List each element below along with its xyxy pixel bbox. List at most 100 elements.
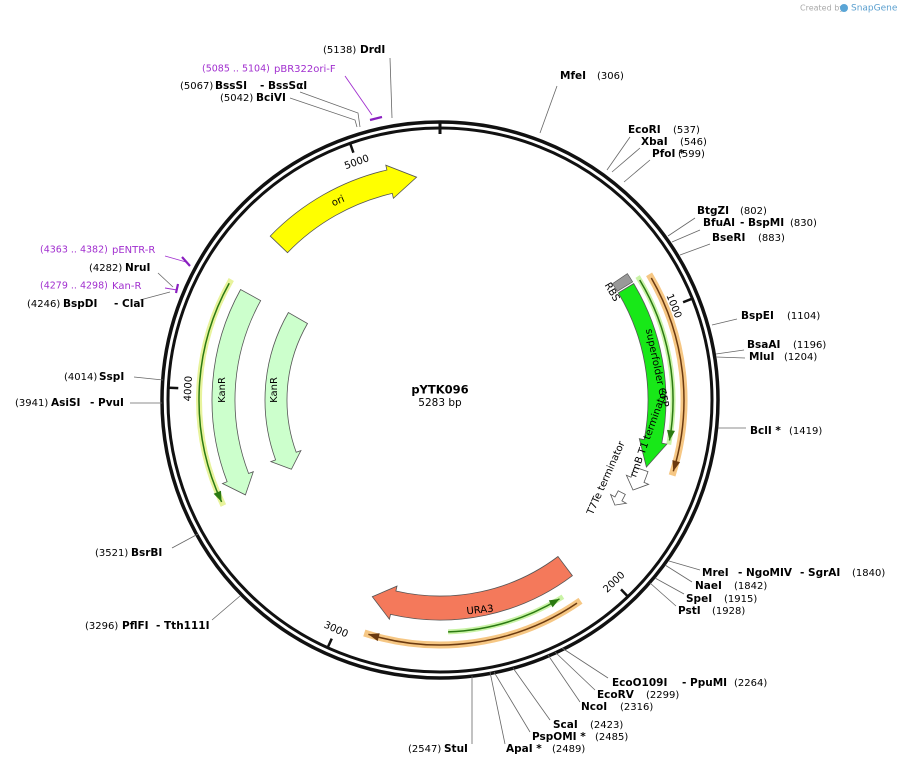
enzyme-name: BssSI <box>215 80 247 92</box>
cut-site-leader <box>139 291 171 301</box>
enzyme-name: - Tth111I <box>156 620 210 632</box>
feature-band <box>650 277 685 472</box>
cut-site-leader <box>171 533 199 549</box>
logo-icon <box>840 4 848 12</box>
enzyme-position: (1915) <box>724 594 757 605</box>
cut-site-leader <box>606 136 631 171</box>
primer-leader <box>164 255 187 263</box>
direction-head <box>548 598 560 608</box>
primer-leader <box>164 287 178 291</box>
enzyme-position: (1842) <box>734 581 767 592</box>
cut-site-leader <box>623 159 651 183</box>
primer-mark <box>369 115 383 122</box>
direction-head <box>672 460 681 472</box>
cut-site-leader <box>512 667 551 721</box>
enzyme-name: NcoI <box>581 701 607 713</box>
enzyme-position: (1419) <box>789 426 822 437</box>
enzyme-name: BfuAI <box>703 217 735 229</box>
enzyme-name: - BssSαI <box>260 80 307 92</box>
created-by: Created by <box>800 4 844 13</box>
brand: SnapGene <box>851 4 898 14</box>
plasmid-name: pYTK096 <box>411 383 468 397</box>
tick-mark <box>349 143 355 154</box>
direction-head <box>213 490 222 502</box>
enzyme-position: (5042) <box>220 93 253 104</box>
cut-site-leader <box>133 376 164 381</box>
enzyme-position: (1204) <box>784 352 817 363</box>
enzyme-name: MluI <box>749 351 774 363</box>
enzyme-name: - BspMI <box>740 217 784 229</box>
enzyme-name: EcoRV <box>597 689 635 701</box>
cut-site-leader <box>711 318 738 326</box>
enzyme-name: - ClaI <box>114 298 144 310</box>
enzyme-position: (3521) <box>95 548 128 559</box>
enzyme-position: (4014) <box>64 372 97 383</box>
cut-site-leader <box>561 647 609 679</box>
feature-arrow <box>264 311 309 470</box>
enzyme-name: PflFI <box>122 620 149 632</box>
feature-label: T7Te terminator <box>585 439 628 518</box>
enzyme-name: XbaI <box>641 136 668 148</box>
cut-site-leader <box>649 582 677 607</box>
cut-site-leader <box>671 229 701 243</box>
enzyme-name: ScaI <box>553 719 578 731</box>
enzyme-name: PstI <box>678 605 701 617</box>
enzyme-name: BspDI <box>63 298 97 310</box>
enzyme-name: EcoRI <box>628 124 661 136</box>
direction-head <box>667 429 675 441</box>
enzyme-position: (1840) <box>852 568 885 579</box>
enzyme-name: BsaAI <box>747 339 780 351</box>
enzyme-position: (2485) <box>595 732 628 743</box>
tick-label: 3000 <box>322 620 350 641</box>
enzyme-name: - PpuMI <box>682 677 727 689</box>
cut-site-leader <box>611 147 641 173</box>
direction-head <box>368 633 380 642</box>
enzyme-name: BclI * <box>750 425 781 437</box>
cut-site-leader <box>715 349 745 355</box>
enzyme-name: BseRI <box>712 232 745 244</box>
cut-site-leader <box>211 595 241 621</box>
cut-site-leader <box>668 560 701 571</box>
cut-site-leader <box>289 97 358 128</box>
feature-band <box>448 598 560 633</box>
enzyme-position: (306) <box>597 71 624 82</box>
enzyme-name: PspOMI * <box>532 731 586 743</box>
enzyme-position: (883) <box>758 233 785 244</box>
enzyme-name: DrdI <box>360 44 385 56</box>
tick-mark <box>326 638 333 648</box>
enzyme-position: (1104) <box>787 311 820 322</box>
cut-site-leader <box>667 217 696 237</box>
primer-mark <box>181 256 191 267</box>
cut-site-leader <box>664 564 693 583</box>
enzyme-position: (4246) <box>27 299 60 310</box>
enzyme-position: (5067) <box>180 81 213 92</box>
feature-band <box>639 279 674 441</box>
enzyme-name: SspI <box>99 371 124 383</box>
primer-leader <box>344 75 373 116</box>
cut-site-leader <box>489 671 506 745</box>
enzyme-position: (3296) <box>85 621 118 632</box>
enzyme-name: PfoI * <box>652 148 685 160</box>
features <box>196 164 688 649</box>
feature-label: KanR <box>217 377 228 403</box>
enzyme-name: BciVI <box>256 92 286 104</box>
primer-range: (5085 .. 5104) <box>202 64 270 75</box>
enzyme-name: - NgoMIV <box>738 567 793 579</box>
cut-site-leader <box>493 671 531 733</box>
cut-site-leader <box>389 57 393 119</box>
enzyme-position: (830) <box>790 218 817 229</box>
feature-label: KanR <box>269 377 280 403</box>
enzyme-position: (2547) <box>408 744 441 755</box>
enzyme-position: (2299) <box>646 690 679 701</box>
enzyme-name: - SgrAI <box>800 567 840 579</box>
cut-site-leader <box>157 272 174 288</box>
terminator <box>625 466 650 491</box>
enzyme-name: BsrBI <box>131 547 162 559</box>
enzyme-position: (2423) <box>590 720 623 731</box>
cut-site-leader <box>299 91 361 128</box>
enzyme-name: NaeI <box>695 580 722 592</box>
enzyme-name: EcoO109I <box>612 677 667 689</box>
cut-site-leader <box>679 243 711 256</box>
feature-arrow <box>617 283 668 468</box>
enzyme-position: (2489) <box>552 744 585 755</box>
